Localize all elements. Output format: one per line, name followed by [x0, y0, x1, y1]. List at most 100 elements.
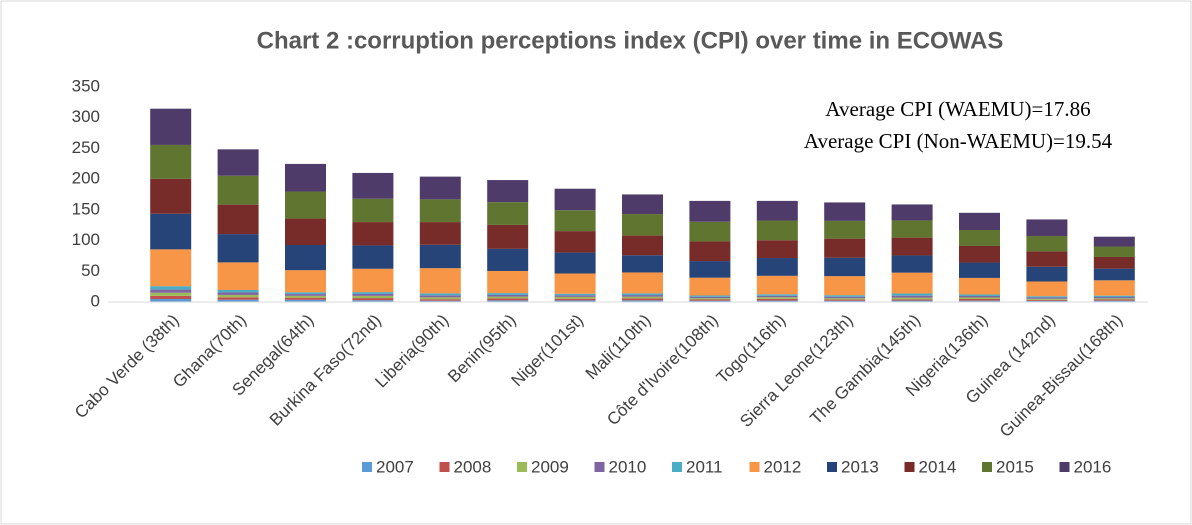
bar-segment	[824, 295, 866, 297]
bar-segment	[622, 298, 663, 301]
bar-segment	[554, 188, 596, 211]
bar-segment	[217, 294, 259, 298]
bar-segment	[756, 275, 798, 295]
bar-segment	[285, 297, 326, 300]
bar-segment	[352, 300, 394, 302]
legend-label: 2013	[841, 457, 879, 476]
bar-segment	[1026, 298, 1068, 300]
bar-segment	[419, 293, 461, 296]
bar-segment	[352, 245, 394, 269]
bar-segment	[959, 262, 1000, 278]
bar-segment	[756, 298, 798, 301]
legend-swatch	[982, 462, 992, 472]
bar-segment	[419, 297, 461, 300]
bar-segment	[824, 296, 866, 299]
bar-segment	[891, 293, 933, 296]
bar-segment	[554, 298, 596, 301]
legend-swatch	[362, 462, 372, 472]
y-tick-label: 350	[72, 76, 100, 95]
y-tick-label: 100	[72, 230, 100, 249]
bar-segment	[150, 295, 192, 299]
bar-segment	[1026, 300, 1068, 302]
legend-label: 2015	[996, 457, 1034, 476]
bar-segment	[824, 257, 866, 277]
bar-segment	[756, 295, 798, 298]
bar-segment	[959, 212, 1000, 231]
bar-segment	[689, 296, 731, 299]
bar-segment	[217, 292, 259, 295]
bar-segment	[891, 297, 933, 300]
bar-segment	[554, 210, 596, 232]
bar-segment	[756, 294, 798, 296]
bar-segment	[756, 220, 798, 241]
bar-segment	[285, 299, 326, 302]
bar-segment	[554, 231, 596, 253]
legend-label: 2016	[1074, 457, 1112, 476]
bar-segment	[1093, 246, 1135, 257]
bar-segment	[622, 296, 663, 299]
bar-segment	[1093, 256, 1135, 269]
bar-segment	[824, 220, 866, 239]
bar-segment	[959, 298, 1000, 301]
legend-swatch	[672, 462, 682, 472]
bar-segment	[1026, 236, 1068, 252]
bar-segment	[959, 295, 1000, 298]
bar-segment	[891, 220, 933, 238]
bar-segment	[285, 218, 326, 245]
bar-segment	[622, 214, 663, 236]
bar-segment	[419, 176, 461, 200]
bar-segment	[217, 234, 259, 263]
bar-segment	[824, 202, 866, 221]
bar-segment	[891, 237, 933, 256]
bar-segment	[756, 240, 798, 259]
bar-segment	[487, 224, 529, 249]
bar-segment	[352, 295, 394, 299]
bar-segment	[1093, 236, 1135, 247]
y-tick-label: 150	[72, 199, 100, 218]
bar-segment	[689, 241, 731, 262]
bar-segment	[1093, 268, 1135, 281]
bar-segment	[622, 255, 663, 273]
y-tick-label: 200	[72, 169, 100, 188]
bar-segment	[824, 299, 866, 301]
bar-segment	[285, 191, 326, 219]
bar-segment	[217, 299, 259, 302]
legend-swatch	[517, 462, 527, 472]
bar-segment	[487, 180, 529, 203]
legend-swatch	[904, 462, 915, 472]
bar-segment	[891, 272, 933, 294]
bar-segment	[554, 300, 596, 302]
bar-segment	[217, 262, 259, 291]
bar-segment	[150, 178, 192, 214]
bar-segment	[217, 149, 259, 176]
bar-segment	[1026, 219, 1068, 237]
bar-segment	[959, 294, 1000, 296]
bar-segment	[1093, 298, 1135, 300]
y-tick-label: 0	[91, 291, 100, 310]
bar-segment	[1093, 299, 1135, 301]
annotation: Average CPI (Non-WAEMU)=19.54	[804, 129, 1113, 153]
bar-segment	[150, 108, 192, 145]
bar-segment	[150, 144, 192, 179]
annotation: Average CPI (WAEMU)=17.86	[825, 97, 1090, 121]
bar-segment	[150, 298, 192, 302]
y-tick-label: 50	[81, 261, 100, 280]
bar-segment	[554, 273, 596, 294]
bar-segment	[756, 258, 798, 276]
chart-title: Chart 2 :corruption perceptions index (C…	[257, 27, 1004, 54]
bar-segment	[756, 300, 798, 302]
bar-segment	[487, 202, 529, 225]
bar-segment	[217, 290, 259, 293]
bar-segment	[487, 300, 529, 302]
bar-segment	[1093, 280, 1135, 296]
bar-segment	[352, 172, 394, 199]
bar-segment	[487, 298, 529, 301]
bar-segment	[487, 293, 529, 295]
bar-segment	[689, 300, 731, 302]
legend-label: 2008	[454, 457, 492, 476]
bar-segment	[1026, 281, 1068, 297]
bar-segment	[1026, 296, 1068, 298]
bar-segment	[689, 298, 731, 300]
bar-segment	[352, 298, 394, 301]
